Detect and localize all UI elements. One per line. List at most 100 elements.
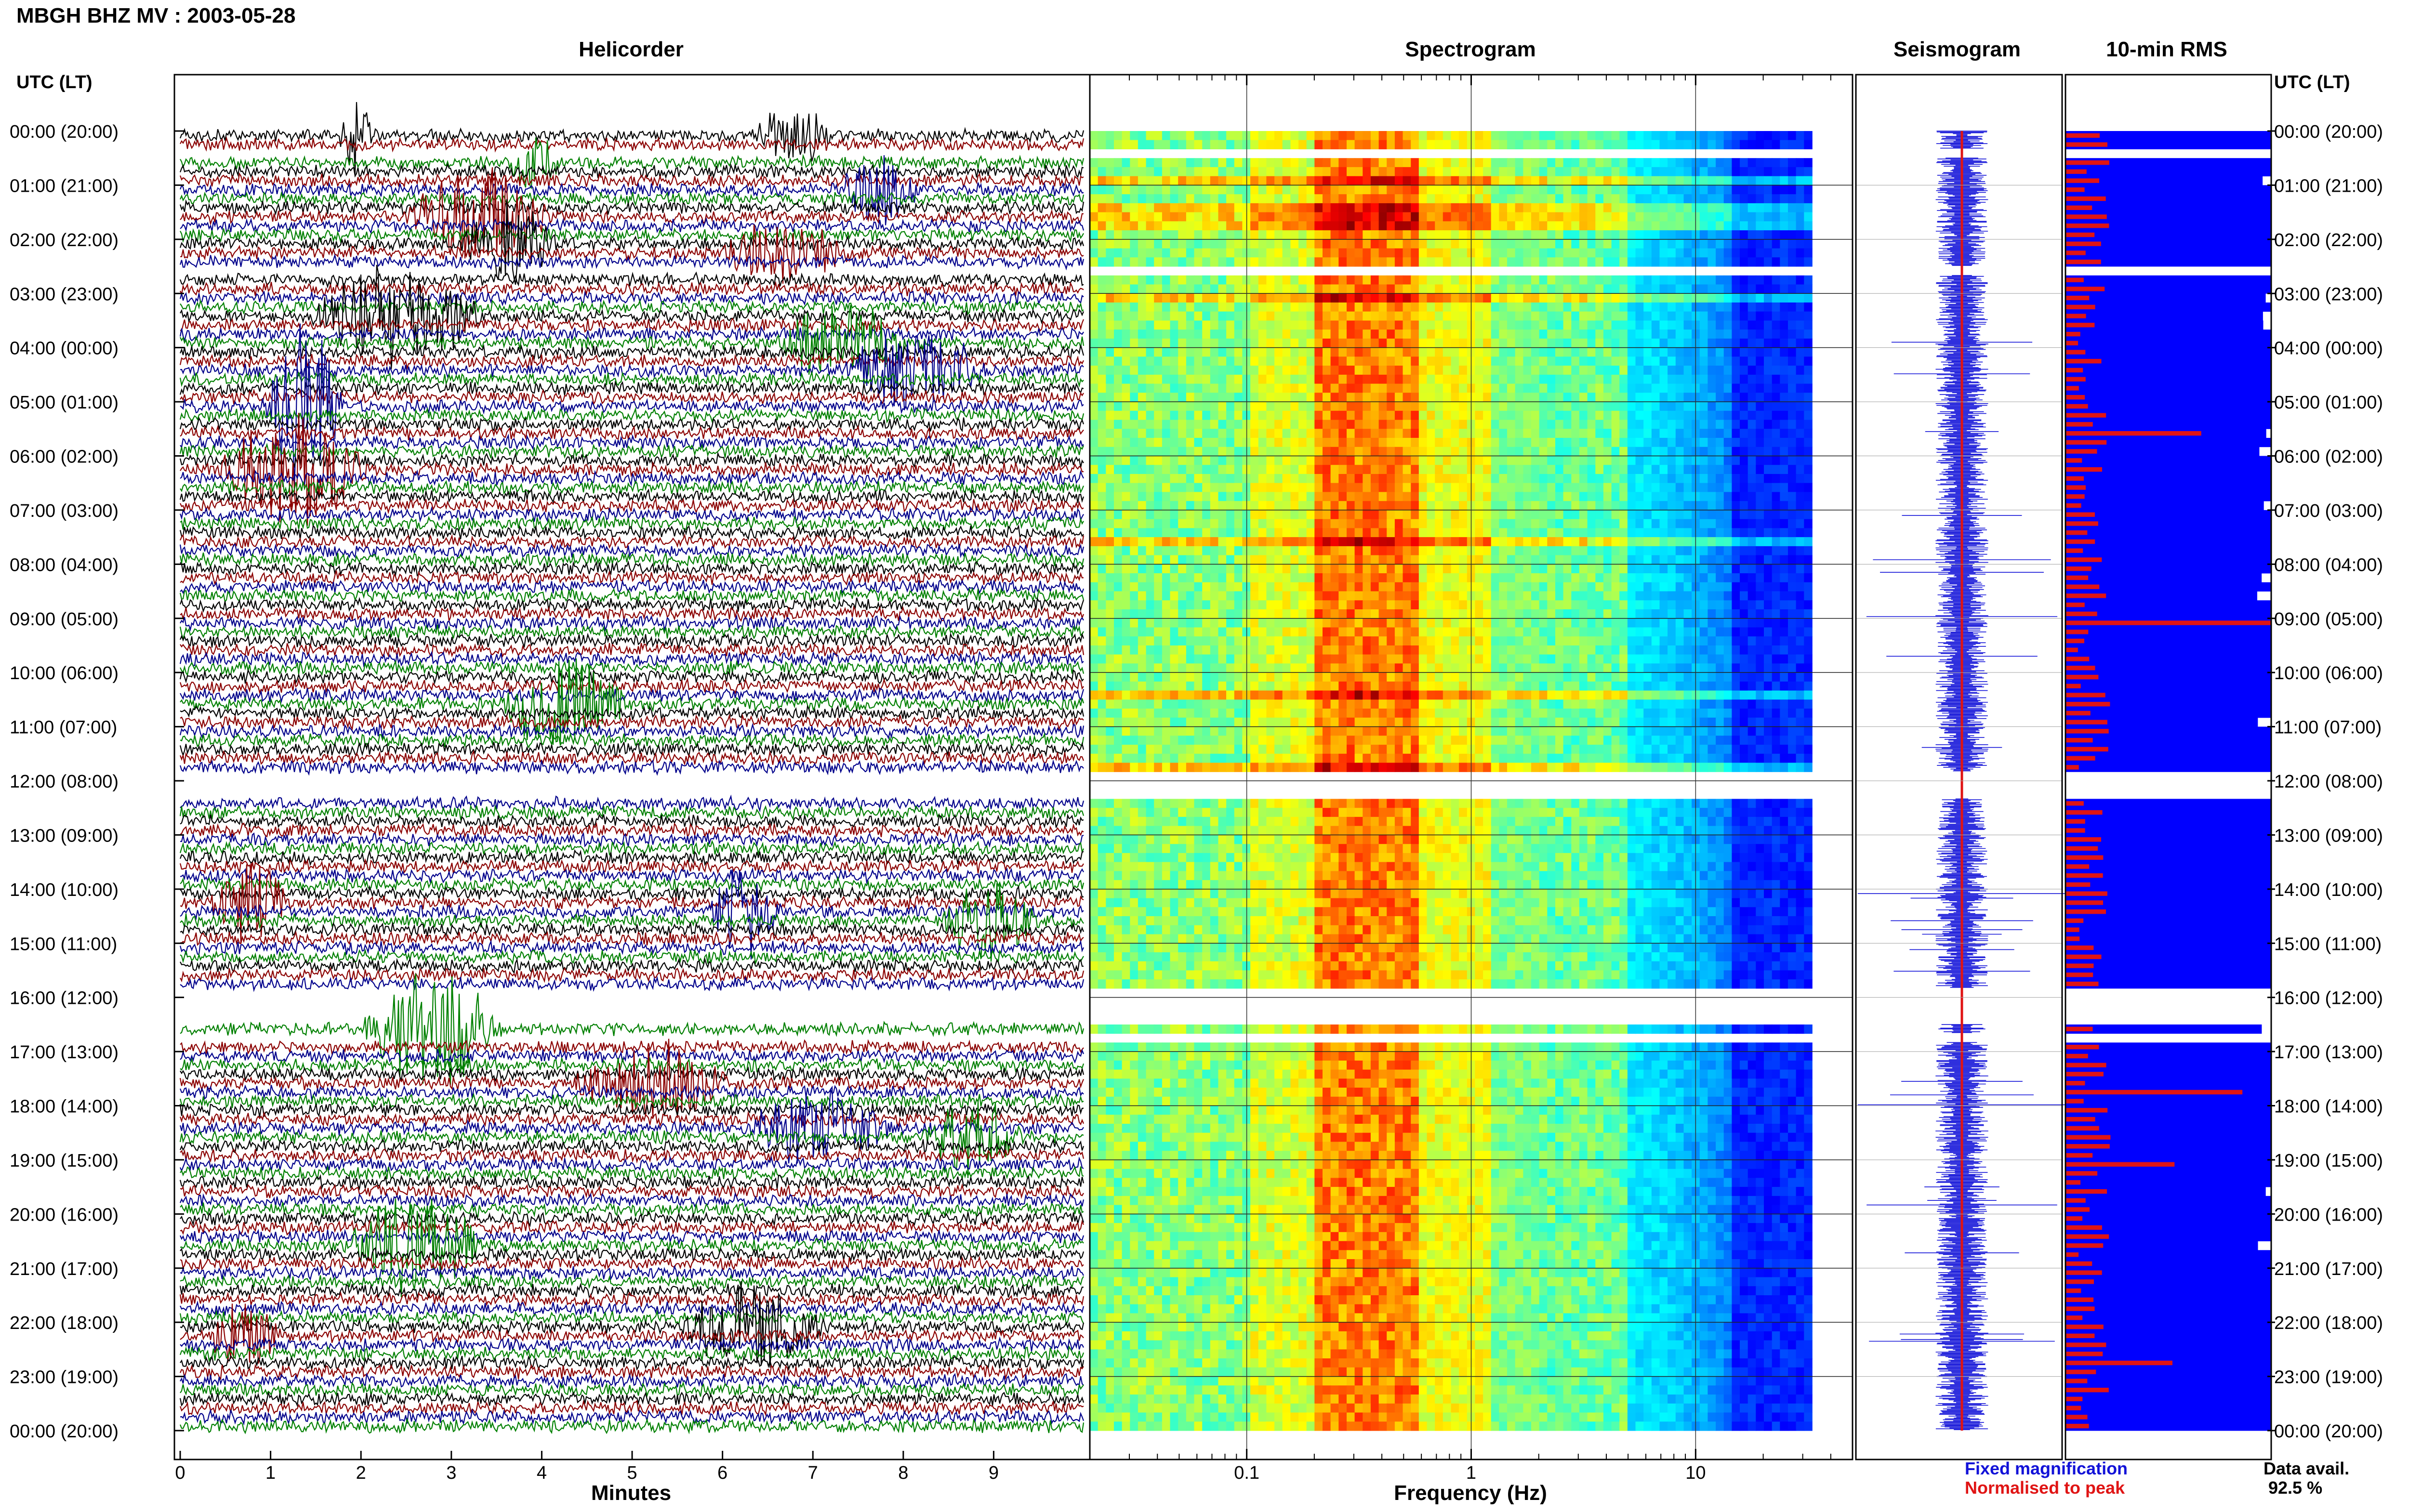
helicorder-trace [179, 1291, 1085, 1308]
spectrogram-cell [1387, 275, 1395, 285]
spectrogram-cell [1178, 158, 1187, 168]
spectrogram-cell [1427, 176, 1435, 185]
spectrogram-cell [1298, 474, 1307, 484]
spectrogram-cell [1363, 284, 1371, 294]
spectrogram-cell [1090, 356, 1099, 366]
spectrogram-cell [1226, 546, 1235, 556]
spectrogram-cell [1418, 383, 1428, 393]
spectrogram-cell [1323, 275, 1331, 285]
spectrogram-cell [1154, 158, 1163, 168]
helicorder-trace [180, 1048, 1085, 1064]
helicorder-trace [180, 713, 1084, 731]
spectrogram-cell [1547, 275, 1556, 285]
spectrogram-cell [1635, 176, 1644, 185]
spectrogram-cell [1290, 230, 1299, 240]
spectrogram-cell [1330, 519, 1339, 528]
spectrogram-cell [1306, 302, 1315, 312]
spectrogram-cell [1603, 185, 1612, 195]
spectrogram-cell [1290, 519, 1299, 528]
spectrogram-cell [1106, 131, 1114, 141]
spectrogram-cell [1323, 293, 1331, 303]
spectrogram-cell [1178, 402, 1187, 411]
spectrogram-cell [1138, 501, 1147, 511]
spectrogram-cell [1740, 510, 1748, 520]
spectrogram-cell [1780, 248, 1788, 258]
spectrogram-cell [1555, 609, 1564, 619]
spectrogram-cell [1202, 402, 1211, 411]
spectrogram-cell [1427, 492, 1435, 501]
spectrogram-cell [1732, 483, 1740, 492]
spectrogram-cell [1250, 221, 1259, 231]
spectrogram-cell [1282, 140, 1291, 149]
spectrogram-cell [1354, 366, 1363, 375]
spectrogram-cell [1683, 329, 1692, 339]
spectrogram-cell [1435, 474, 1443, 484]
spectrogram-cell [1250, 528, 1259, 538]
spectrogram-cell [1603, 393, 1612, 402]
spectrogram-cell [1619, 248, 1628, 258]
spectrogram-cell [1130, 410, 1138, 421]
spectrogram-cell [1154, 492, 1163, 501]
spectrogram-cell [1491, 573, 1500, 583]
spectrogram-cell [1162, 447, 1171, 457]
spectrogram-cell [1595, 474, 1604, 484]
spectrogram-cell [1796, 546, 1805, 556]
spectrogram-cell [1387, 320, 1395, 330]
spectrogram-cell [1186, 311, 1195, 321]
spectrogram-cell [1723, 393, 1733, 402]
spectrogram-cell [1210, 546, 1219, 556]
spectrogram-cell [1563, 230, 1572, 240]
spectrogram-cell [1772, 167, 1781, 177]
spectrogram-cell [1659, 420, 1668, 429]
spectrogram-cell [1306, 275, 1315, 285]
spectrogram-cell [1619, 311, 1628, 321]
spectrogram-cell [1635, 429, 1644, 438]
spectrogram-cell [1266, 420, 1275, 429]
spectrogram-cell [1772, 131, 1781, 141]
spectrogram-cell [1170, 239, 1178, 249]
spectrogram-cell [1298, 410, 1307, 421]
spectrogram-cell [1611, 185, 1620, 195]
spectrogram-cell [1740, 383, 1748, 393]
spectrogram-cell [1595, 320, 1604, 330]
spectrogram-cell [1796, 230, 1805, 240]
spectrogram-cell [1627, 167, 1636, 177]
spectrogram-cell [1387, 176, 1395, 185]
spectrogram-cell [1707, 393, 1716, 402]
spectrogram-cell [1363, 185, 1371, 195]
spectrogram-cell [1756, 338, 1764, 348]
spectrogram-cell [1411, 248, 1419, 258]
spectrogram-cell [1154, 356, 1163, 366]
spectrogram-cell [1258, 582, 1267, 592]
spectrogram-cell [1451, 366, 1459, 375]
spectrogram-cell [1740, 447, 1748, 457]
spectrogram-cell [1603, 347, 1612, 357]
spectrogram-cell [1627, 501, 1636, 511]
spectrogram-cell [1747, 519, 1757, 528]
spectrogram-cell [1218, 492, 1227, 501]
spectrogram-cell [1250, 420, 1259, 429]
spectrogram-cell [1619, 456, 1628, 465]
spectrogram-cell [1555, 311, 1564, 321]
spectrogram-cell [1788, 465, 1797, 474]
spectrogram-cell [1483, 591, 1492, 601]
helicorder-trace [180, 167, 1084, 259]
spectrogram-cell [1459, 248, 1468, 258]
spectrogram-cell [1250, 293, 1259, 303]
spectrogram-cell [1418, 248, 1428, 258]
spectrogram-cell [1563, 248, 1572, 258]
spectrogram-cell [1563, 167, 1572, 177]
spectrogram-cell [1668, 230, 1676, 240]
spectrogram-cell [1579, 383, 1588, 393]
spectrogram-cell [1403, 167, 1411, 177]
spectrogram-cell [1282, 293, 1291, 303]
spectrogram-cell [1427, 248, 1435, 258]
spectrogram-cell [1747, 257, 1757, 267]
spectrogram-cell [1427, 140, 1435, 149]
spectrogram-cell [1587, 600, 1596, 610]
spectrogram-cell [1403, 627, 1411, 637]
spectrogram-cell [1531, 510, 1540, 520]
spectrogram-cell [1459, 609, 1468, 619]
spectrogram-cell [1611, 438, 1620, 447]
spectrogram-cell [1499, 158, 1508, 168]
